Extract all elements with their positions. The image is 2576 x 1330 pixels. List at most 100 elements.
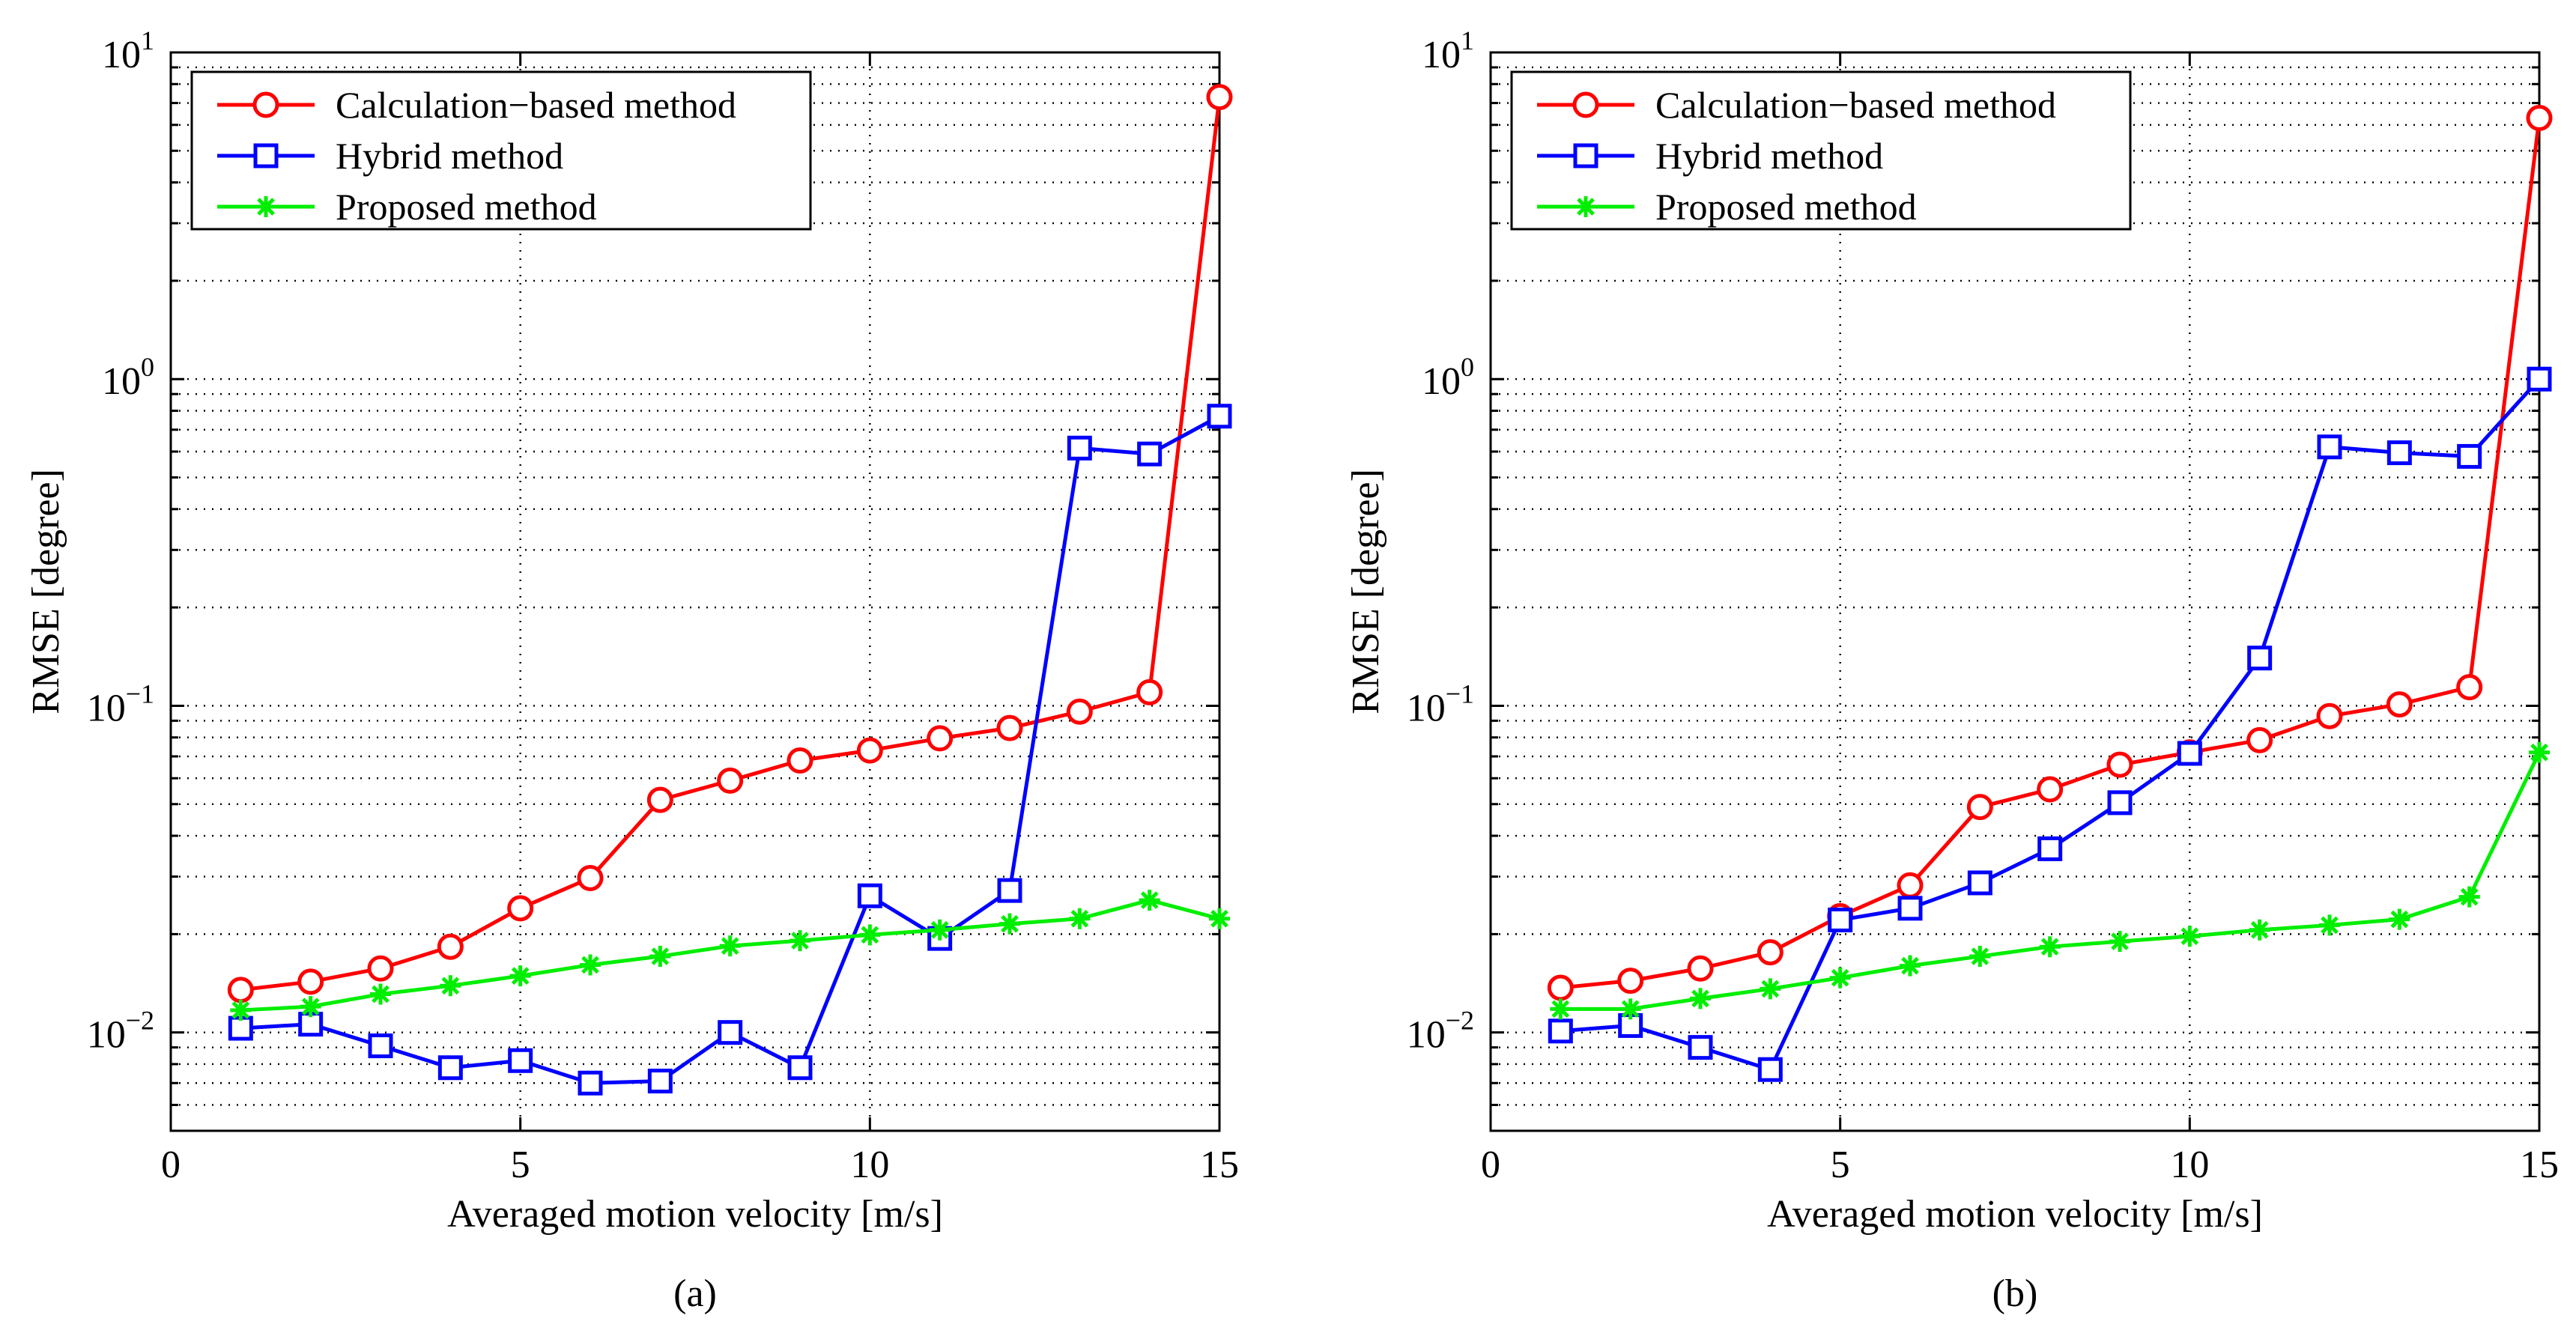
data-point (507, 895, 534, 922)
legend: Calculation−based method Hybrid method Pro… (190, 70, 812, 231)
data-point (230, 999, 252, 1021)
series-square (1548, 366, 2552, 1082)
data-point (1687, 955, 1714, 982)
legend-label: Hybrid method (336, 135, 563, 177)
x-tick-label: 0 (1481, 1144, 1500, 1186)
data-point (1550, 998, 1572, 1020)
y-tick-label-base: 10 (87, 687, 126, 729)
x-tick-label: 5 (1831, 1144, 1850, 1186)
y-tick-label-exponent: −2 (126, 1006, 154, 1036)
data-point (298, 1012, 324, 1037)
y-tick-label: 101 (1422, 25, 1474, 76)
x-tick-label: 10 (2170, 1144, 2209, 1186)
legend-label: Hybrid method (1655, 135, 1883, 177)
data-point (856, 737, 883, 764)
legend-label: Calculation−based method (1655, 84, 2056, 126)
data-point (578, 1070, 603, 1096)
data-point (1573, 143, 1598, 168)
series-circle (227, 84, 1233, 1003)
data-point (1690, 988, 1711, 1009)
y-tick-label-base: 10 (87, 1014, 126, 1057)
data-point (2457, 443, 2482, 469)
data-point (2389, 908, 2410, 930)
x-tick-label: 15 (1200, 1144, 1239, 1186)
data-point (927, 725, 954, 752)
x-tick-label: 10 (850, 1144, 889, 1186)
data-point (717, 767, 744, 794)
y-tick-label-base: 10 (1407, 1014, 1446, 1057)
data-point (1547, 974, 1574, 1001)
data-point (1900, 955, 1921, 977)
data-point (368, 1033, 393, 1059)
data-point (1207, 404, 1232, 429)
tick-marks (169, 51, 1221, 1132)
data-point (1136, 678, 1163, 705)
data-point (297, 968, 324, 995)
data-point (1575, 196, 1596, 217)
data-point (2177, 741, 2202, 766)
data-point (1828, 907, 1853, 932)
data-point (1966, 794, 1993, 821)
data-point (2037, 836, 2063, 861)
legend-box (190, 70, 812, 231)
data-point (2458, 886, 2480, 908)
data-point (2249, 919, 2270, 941)
data-point (2526, 105, 2553, 132)
data-point (1897, 872, 1924, 899)
y-tick-label: 100 (1422, 352, 1474, 403)
data-point (1757, 1057, 1783, 1082)
data-point (370, 983, 391, 1005)
data-point (929, 919, 951, 941)
data-point (2246, 726, 2273, 753)
data-point (2527, 366, 2552, 392)
data-point (718, 1020, 743, 1045)
panel-label: (a) (673, 1272, 717, 1315)
data-point (719, 935, 741, 957)
data-point (2456, 674, 2483, 701)
legend-label: Proposed method (1655, 186, 1917, 228)
data-point (790, 930, 810, 952)
data-point (1548, 1018, 1573, 1044)
y-tick-label-base: 10 (1407, 687, 1446, 729)
axes-box (169, 51, 1221, 1132)
data-point (367, 955, 394, 982)
series-line (240, 414, 1221, 1085)
data-point (2107, 790, 2133, 816)
data-point (1069, 908, 1091, 929)
data-point (2316, 702, 2343, 729)
data-point (1829, 967, 1851, 989)
data-point (1967, 870, 1992, 896)
data-point (787, 1055, 813, 1081)
series-asterisk (230, 890, 1230, 1021)
legend-label: Calculation−based method (336, 84, 736, 126)
data-point (1137, 441, 1163, 467)
data-point (2386, 440, 2412, 466)
y-tick-label: 100 (102, 352, 154, 403)
data-point (253, 143, 279, 168)
panel-label: (b) (1992, 1272, 2038, 1315)
y-tick-label-exponent: 1 (1461, 25, 1474, 55)
x-tick-label: 0 (161, 1144, 181, 1186)
x-axis-label: Averaged motion velocity [m/s] (1767, 1193, 2263, 1236)
data-point (2109, 931, 2130, 953)
y-axis-label: RMSE [degree] (1345, 469, 1387, 714)
axes-box (1489, 51, 2541, 1132)
data-point (577, 864, 604, 891)
grid (171, 52, 1219, 1131)
data-point (646, 786, 673, 813)
data-point (228, 1015, 253, 1041)
y-tick-label: 101 (102, 25, 154, 76)
data-point (300, 996, 321, 1018)
y-tick-label: 10−1 (87, 678, 154, 729)
y-tick-label-exponent: −1 (126, 678, 154, 708)
data-point (2317, 434, 2342, 460)
data-point (2529, 741, 2550, 763)
data-point (255, 196, 276, 217)
data-point (437, 1055, 463, 1081)
y-tick-label-exponent: 1 (141, 25, 154, 55)
data-point (1139, 890, 1160, 911)
data-point (1897, 896, 1923, 921)
x-axis-label: Averaged motion velocity [m/s] (447, 1193, 943, 1236)
